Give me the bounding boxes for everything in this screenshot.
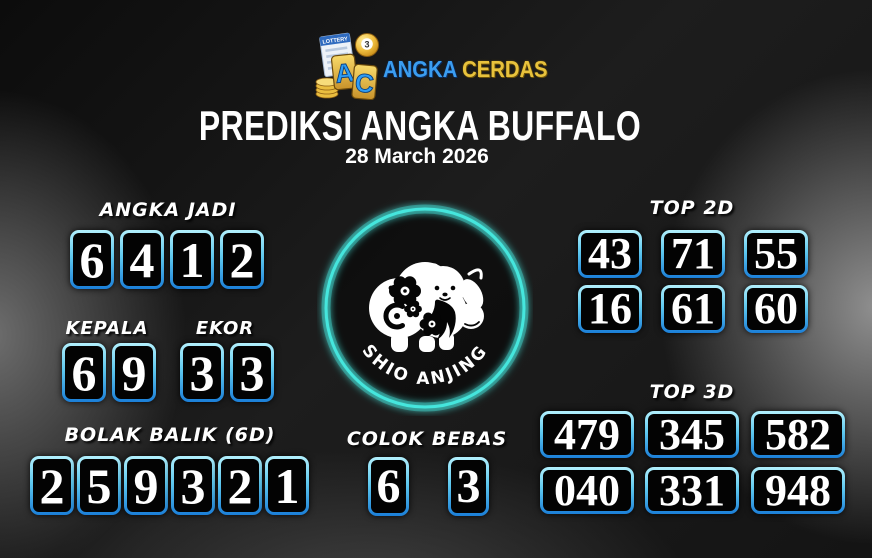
monogram-c-letter: C — [354, 67, 376, 99]
angka-jadi-digit: 1 — [170, 230, 214, 289]
angka-jadi-label: ANGKA JADI — [99, 199, 237, 221]
monogram-c: C — [351, 63, 378, 100]
top-3d-cell: 040 — [540, 467, 634, 514]
ekor-label: EKOR — [195, 318, 255, 339]
colok-bebas-digit: 3 — [448, 457, 489, 516]
lottery-ticket-icon: LOTTERY — [319, 32, 356, 77]
colok-bebas-digit: 6 — [368, 457, 409, 516]
top-3d-cell: 479 — [540, 411, 634, 458]
top-2d-label: TOP 2D — [649, 197, 735, 219]
angka-jadi-digit: 4 — [120, 230, 164, 289]
ekor-digit: 3 — [180, 343, 224, 402]
bolak-balik-digit: 1 — [265, 456, 309, 515]
bolak-balik-digit: 5 — [77, 456, 121, 515]
top-3d-cell: 331 — [645, 467, 739, 514]
logo-graphic: LOTTERY 3 A C — [315, 32, 379, 100]
top-2d-cell: 71 — [661, 230, 725, 278]
lotto-ball-icon: 3 — [355, 33, 379, 57]
kepala-label: KEPALA — [65, 318, 149, 339]
bolak-balik-digit: 9 — [124, 456, 168, 515]
kepala-digit: 9 — [112, 343, 156, 402]
kepala-digit: 6 — [62, 343, 106, 402]
top-2d-cell: 61 — [661, 285, 725, 333]
page-title: PREDIKSI ANGKA BUFFALO — [198, 102, 642, 149]
brand-name: ANGKA CERDAS — [383, 56, 548, 83]
top-2d-cell: 43 — [578, 230, 642, 278]
bolak-balik-digit: 3 — [171, 456, 215, 515]
dog-icon — [369, 262, 484, 352]
monogram-a: A — [330, 53, 358, 91]
ekor-digit: 3 — [230, 343, 274, 402]
top-3d-cell: 345 — [645, 411, 739, 458]
ball-number: 3 — [364, 40, 369, 50]
top-2d-cell: 16 — [578, 285, 642, 333]
bolak-balik-digit: 2 — [218, 456, 262, 515]
colok-bebas-label: COLOK BEBAS — [346, 428, 508, 450]
brand-second: CERDAS — [462, 56, 548, 82]
coins-icon — [315, 77, 339, 99]
shio-emblem: SHIO ANJING — [321, 204, 529, 412]
prediction-date: 28 March 2026 — [345, 145, 489, 168]
top-3d-cell: 948 — [751, 467, 845, 514]
ticket-label: LOTTERY — [322, 36, 348, 46]
angka-jadi-digit: 2 — [220, 230, 264, 289]
top-2d-cell: 60 — [744, 285, 808, 333]
top-3d-cell: 582 — [751, 411, 845, 458]
top-3d-label: TOP 3D — [649, 381, 735, 403]
top-2d-cell: 55 — [744, 230, 808, 278]
bolak-balik-digit: 2 — [30, 456, 74, 515]
angka-jadi-digit: 6 — [70, 230, 114, 289]
shio-ring — [324, 207, 526, 409]
brand-first: ANGKA — [383, 56, 457, 82]
monogram-a-letter: A — [334, 57, 356, 89]
bolak-balik-label: BOLAK BALIK (6D) — [64, 424, 276, 446]
